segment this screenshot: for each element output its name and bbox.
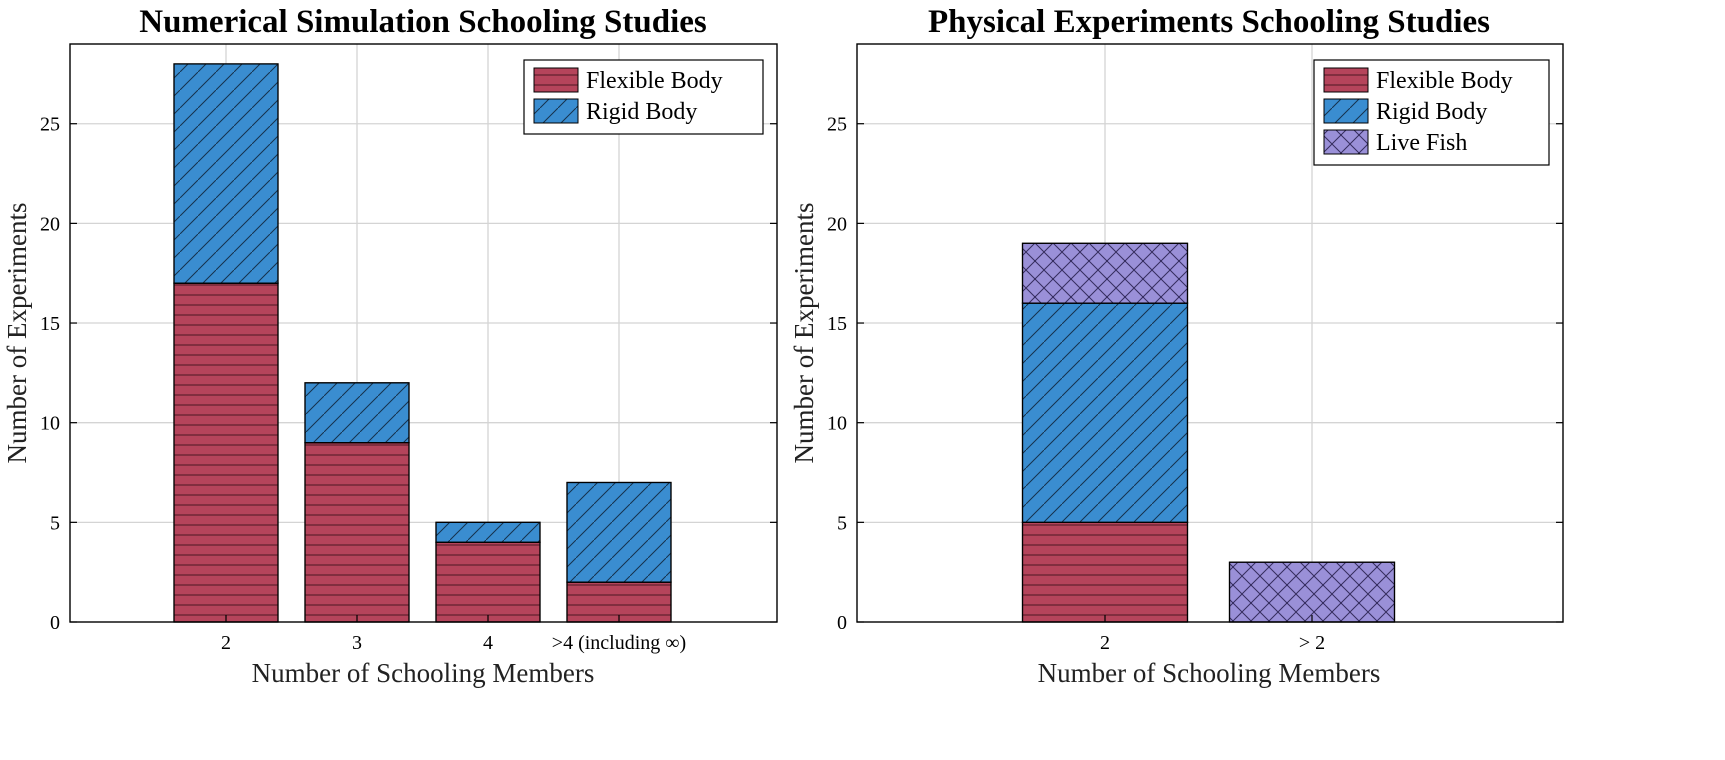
legend-label-flexible-body: Flexible Body <box>586 68 723 94</box>
physical-experiments-chart: Physical Experiments Schooling Studies 0… <box>789 4 1564 688</box>
y-tick-label: 0 <box>837 612 847 634</box>
bar-hatch-flexible-body <box>435 541 541 623</box>
legend-swatch-hatch-rigid-body <box>533 98 579 124</box>
x-tick-label: 2 <box>221 632 231 654</box>
numerical-simulation-chart: Numerical Simulation Schooling Studies 0… <box>2 4 778 688</box>
x-axis-label: Number of Schooling Members <box>1038 658 1381 688</box>
x-tick-label: >4 (including ∞) <box>552 632 686 654</box>
bar-hatch-flexible-body <box>1021 521 1189 623</box>
y-tick-label: 10 <box>40 413 60 435</box>
bar-hatch-live-fish <box>1021 242 1189 304</box>
x-axis-ticks: 2 > 2 <box>1100 615 1325 654</box>
legend: Flexible Body Rigid Body <box>523 59 764 135</box>
x-axis-ticks: 2 3 4 >4 (including ∞) <box>221 615 686 654</box>
y-tick-label: 0 <box>50 612 60 634</box>
legend-label-rigid-body: Rigid Body <box>1376 99 1487 125</box>
y-axis-label: Number of Experiments <box>789 203 819 464</box>
bars <box>173 63 672 623</box>
x-tick-label: 3 <box>352 632 362 654</box>
legend-label-rigid-body: Rigid Body <box>586 99 697 125</box>
bar-hatch-live-fish <box>1228 561 1396 623</box>
y-tick-label: 15 <box>827 313 847 335</box>
bars <box>1021 242 1396 623</box>
x-axis-label: Number of Schooling Members <box>252 658 595 688</box>
legend-swatch-hatch-flexible-body <box>1323 67 1369 93</box>
plot-frame <box>856 43 1564 623</box>
y-tick-label: 20 <box>40 213 60 235</box>
x-tick-label: 2 <box>1100 632 1110 654</box>
plot-frame <box>69 43 778 623</box>
x-tick-label: 4 <box>483 632 493 654</box>
y-tick-label: 5 <box>50 512 60 534</box>
y-tick-label: 5 <box>837 512 847 534</box>
y-tick-label: 15 <box>40 313 60 335</box>
legend-swatch-hatch-live-fish <box>1323 129 1369 155</box>
y-axis-label: Number of Experiments <box>2 203 32 464</box>
y-axis-ticks: 0 5 10 15 20 25 <box>40 114 777 634</box>
y-tick-label: 25 <box>40 114 60 136</box>
bar-hatch-rigid-body <box>304 382 410 444</box>
legend-swatch-hatch-rigid-body <box>1323 98 1369 124</box>
legend: Flexible Body Rigid Body Live Fish <box>1313 59 1550 166</box>
y-tick-label: 20 <box>827 213 847 235</box>
chart-title: Numerical Simulation Schooling Studies <box>139 4 707 40</box>
bar-hatch-flexible-body <box>304 442 410 623</box>
chart-title: Physical Experiments Schooling Studies <box>928 4 1490 40</box>
y-axis-ticks: 0 5 10 15 20 25 <box>827 114 1563 634</box>
y-tick-label: 25 <box>827 114 847 136</box>
bar-hatch-rigid-body <box>566 481 672 583</box>
bar-hatch-rigid-body <box>1021 302 1189 523</box>
bar-hatch-rigid-body <box>173 63 279 284</box>
y-tick-label: 10 <box>827 413 847 435</box>
legend-label-flexible-body: Flexible Body <box>1376 68 1513 94</box>
legend-label-live-fish: Live Fish <box>1376 130 1467 156</box>
x-tick-label: > 2 <box>1299 632 1325 654</box>
bar-hatch-flexible-body <box>173 282 279 623</box>
bar-hatch-rigid-body <box>435 521 541 543</box>
legend-swatch-hatch-flexible-body <box>533 67 579 93</box>
